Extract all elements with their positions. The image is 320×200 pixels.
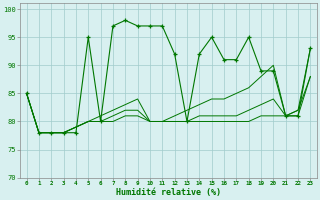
X-axis label: Humidité relative (%): Humidité relative (%) xyxy=(116,188,221,197)
